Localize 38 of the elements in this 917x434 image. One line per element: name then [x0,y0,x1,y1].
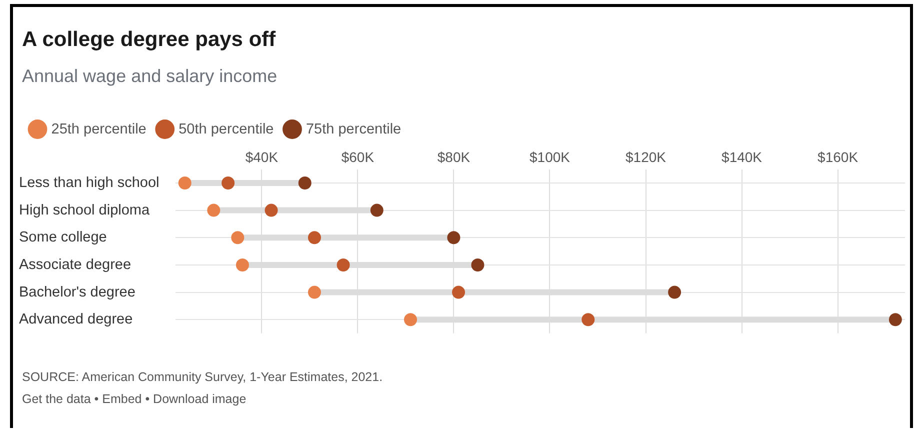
x-tick-label: $120K [626,148,667,165]
legend-label: 25th percentile [51,121,146,138]
source-note: SOURCE: American Community Survey, 1-Year Estimates, 2021. [22,370,383,384]
x-tick-label: $40K [245,148,279,165]
text: Get the data • Embed • Download image [22,392,246,406]
point [231,231,244,244]
point [888,313,902,326]
point [336,258,350,272]
point [447,231,460,244]
point [582,313,595,326]
point [668,286,682,299]
point [222,176,235,190]
legend-label: 75th percentile [306,121,402,138]
point [264,204,278,217]
y-tick-label: Advanced degree [19,312,133,328]
point [298,176,312,190]
point [308,231,321,244]
y-tick-label: Bachelor's degree [19,284,136,300]
point [452,286,466,299]
point [404,313,418,326]
point [178,176,192,190]
x-tick-label: $140K [722,148,763,165]
point [308,286,321,299]
chart-subtitle: Annual wage and salary income [22,66,278,87]
point [236,258,249,272]
x-tick-label: $80K [437,148,471,165]
point [207,204,220,217]
y-tick-label: Less than high school [19,174,160,191]
point [471,258,484,272]
y-tick-label: Associate degree [19,256,132,273]
y-tick-label: High school diploma [19,202,151,218]
x-tick-label: $160K [818,148,859,165]
x-tick-label: $100K [529,148,571,165]
point [370,204,384,217]
legend-label: 50th percentile [178,121,274,138]
y-tick-label: Some college [19,230,107,246]
chart-title: A college degree pays off [22,28,276,52]
x-tick-label: $60K [341,148,375,165]
